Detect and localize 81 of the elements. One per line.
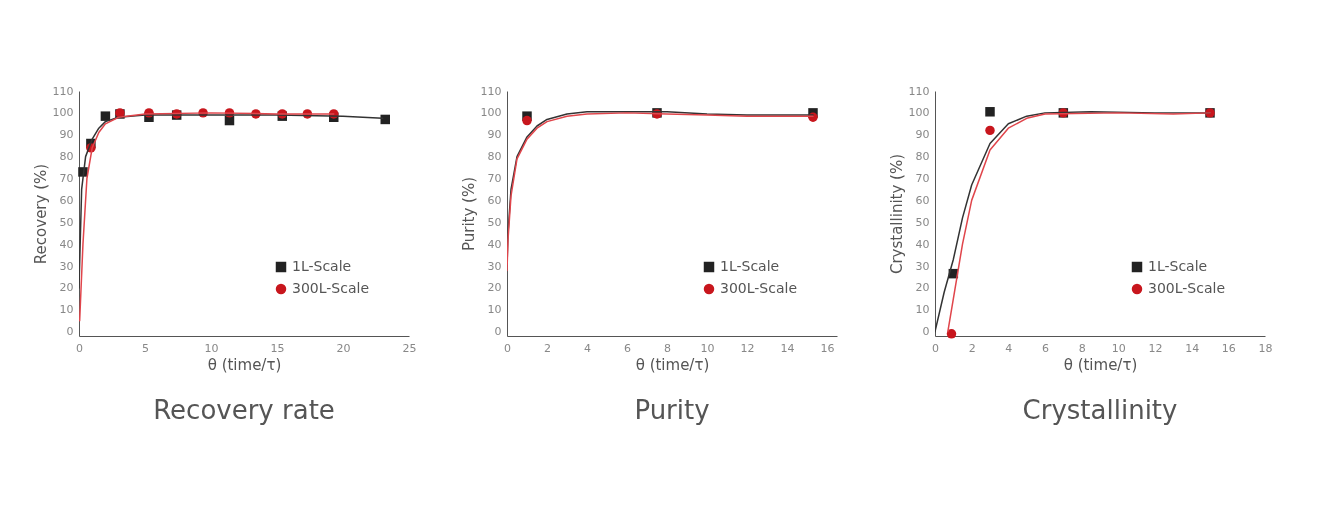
x-tick-label: 10 <box>204 341 219 355</box>
y-tick-label: 100 <box>908 106 930 120</box>
x-tick-label: 14 <box>780 341 795 355</box>
point <box>985 107 995 117</box>
y-axis-title: Recovery (%) <box>31 163 50 265</box>
x-tick-label: 10 <box>700 341 715 355</box>
x-tick-label: 6 <box>1042 341 1049 355</box>
y-tick-label: 0 <box>494 325 502 339</box>
y-tick-label: 10 <box>59 303 74 317</box>
x-tick-label: 20 <box>336 341 351 355</box>
y-tick-label: 70 <box>915 172 930 185</box>
point <box>380 114 390 125</box>
y-tick-label: 40 <box>59 237 74 251</box>
y-tick-label: 40 <box>915 237 930 251</box>
point <box>985 125 995 136</box>
x-tick-label: 0 <box>76 341 83 355</box>
y-tick-label: 10 <box>915 303 930 317</box>
y-tick-label: 20 <box>59 281 74 295</box>
y-tick-label: 110 <box>52 84 74 98</box>
x-tick-label: 16 <box>1221 341 1236 355</box>
y-tick-label: 0 <box>922 325 930 339</box>
point <box>100 111 111 121</box>
y-tick-label: 60 <box>487 193 502 207</box>
x-tick-label: 8 <box>1078 341 1086 355</box>
legend-label: 1L-Scale <box>720 258 780 274</box>
y-tick-label: 40 <box>487 237 502 251</box>
y-tick-label: 110 <box>908 84 930 98</box>
legend-label: 1L-Scale <box>1148 258 1208 274</box>
text: Crystallinity <box>1022 395 1178 425</box>
text: Recovery rate <box>153 395 335 425</box>
x-tick-label: 16 <box>820 341 835 355</box>
text: Purity <box>634 395 710 425</box>
y-tick-label: 90 <box>59 128 74 142</box>
x-tick-label: 18 <box>1258 341 1273 355</box>
y-tick-label: 30 <box>487 259 502 273</box>
y-tick-label: 20 <box>915 281 930 295</box>
point <box>946 329 957 339</box>
x-tick-label: 15 <box>270 341 285 355</box>
x-tick-label: 12 <box>740 341 755 355</box>
y-tick-label: 50 <box>59 215 74 229</box>
y-tick-label: 80 <box>487 150 502 164</box>
y-tick-label: 90 <box>915 128 930 142</box>
y-tick-label: 30 <box>915 259 930 273</box>
x-tick-label: 6 <box>624 341 631 355</box>
x-tick-label: 2 <box>544 341 551 355</box>
legend-label: 300L-Scale <box>292 280 369 296</box>
y-tick-label: 60 <box>915 193 930 207</box>
legend-label: 300L-Scale <box>1148 280 1225 296</box>
x-tick-label: 2 <box>968 341 976 355</box>
x-tick-label: 0 <box>504 341 511 355</box>
x-tick-label: 4 <box>584 341 591 355</box>
legend-label: 300L-Scale <box>720 280 797 296</box>
y-axis-title: Crystallinity (%) <box>887 153 906 275</box>
y-tick-label: 90 <box>487 128 502 142</box>
y-tick-label: 20 <box>487 281 502 295</box>
legend-label: 1L-Scale <box>292 258 352 274</box>
x-tick-label: 5 <box>142 341 149 355</box>
y-tick-label: 70 <box>59 172 74 185</box>
y-tick-label: 100 <box>52 106 74 120</box>
y-tick-label: 50 <box>487 215 502 229</box>
y-tick-label: 100 <box>480 106 502 120</box>
y-tick-label: 30 <box>59 259 74 273</box>
x-tick-label: 12 <box>1148 341 1163 355</box>
y-tick-label: 110 <box>480 84 502 98</box>
x-axis-title: θ (time/τ) <box>207 355 282 374</box>
x-tick-label: 0 <box>932 341 939 355</box>
y-tick-label: 50 <box>915 215 930 229</box>
y-tick-label: 80 <box>59 150 74 164</box>
y-tick-label: 60 <box>59 193 74 207</box>
x-tick-label: 10 <box>1111 341 1126 355</box>
x-tick-label: 25 <box>402 341 417 355</box>
y-tick-label: 0 <box>66 325 74 339</box>
y-tick-label: 80 <box>915 150 930 164</box>
x-tick-label: 4 <box>1005 341 1013 355</box>
y-axis-title: Purity (%) <box>459 176 478 252</box>
y-tick-label: 10 <box>487 303 502 317</box>
x-axis-title: θ (time/τ) <box>1063 355 1138 374</box>
x-tick-label: 8 <box>664 341 671 355</box>
x-tick-label: 14 <box>1185 341 1200 355</box>
y-tick-label: 70 <box>487 172 502 185</box>
x-axis-title: θ (time/τ) <box>635 355 710 374</box>
